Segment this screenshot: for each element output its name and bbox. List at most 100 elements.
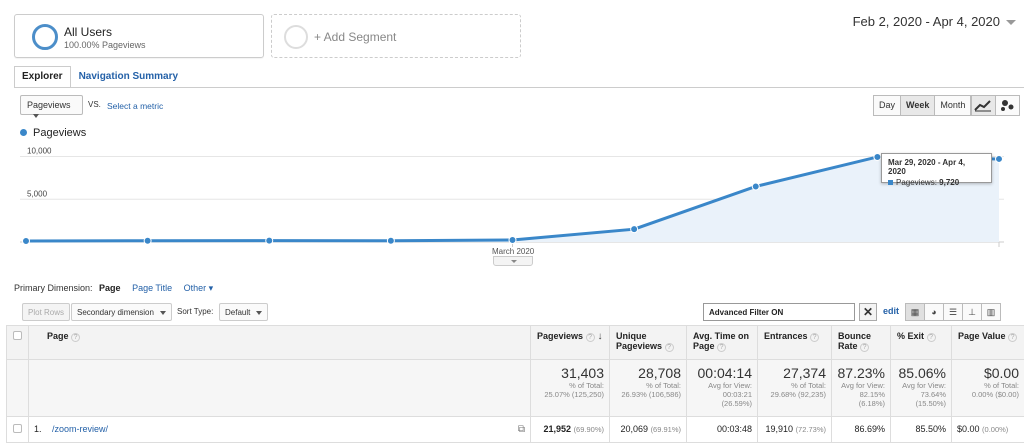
header-bounce-rate[interactable]: Bounce Rate ?	[831, 325, 891, 360]
totals-empty-cell	[6, 359, 29, 417]
week-button[interactable]: Week	[900, 95, 936, 116]
data-point	[143, 236, 152, 245]
row-bounce-rate: 86.69%	[831, 416, 891, 443]
plot-rows-button[interactable]: Plot Rows	[22, 303, 71, 321]
secondary-dimension-select[interactable]: Secondary dimension	[71, 303, 172, 321]
help-icon[interactable]: ?	[585, 333, 595, 342]
segment-all-users[interactable]: All Users 100.00% Pageviews	[14, 14, 264, 58]
clear-filter-button[interactable]: ✕	[859, 303, 877, 321]
data-table-view-button[interactable]: ▦	[905, 303, 925, 321]
motion-chart-button[interactable]	[995, 95, 1020, 116]
total-pageviews: 31,403% of Total: 25.07% (125,250)	[530, 359, 610, 417]
granularity-toggle: Day Week Month	[873, 95, 972, 116]
total-page-value: $0.00% of Total: 0.00% ($0.00)	[951, 359, 1024, 417]
help-icon[interactable]: ?	[1008, 333, 1018, 342]
primary-dimension-label: Primary Dimension:	[14, 283, 93, 293]
header-entrances-label: Entrances	[764, 331, 808, 341]
chevron-down-icon	[33, 113, 39, 118]
dimension-page-title[interactable]: Page Title	[132, 283, 173, 293]
performance-view-button[interactable]: ☰	[943, 303, 963, 321]
row-checkbox[interactable]	[13, 424, 22, 433]
data-point	[22, 236, 30, 245]
help-icon[interactable]: ?	[810, 333, 820, 342]
header-unique-pageviews[interactable]: Unique Pageviews ?	[609, 325, 687, 360]
line-chart-icon	[974, 100, 991, 112]
empty-segment-circle-icon	[284, 25, 308, 49]
total-bounce-rate: 87.23% Avg for View: 82.15% (6.18%)	[831, 359, 891, 417]
y-tick-label: 5,000	[27, 189, 48, 198]
header-pageviews[interactable]: Pageviews ? ↓	[530, 325, 610, 360]
dimension-other[interactable]: Other ▾	[183, 283, 214, 293]
advanced-filter-input[interactable]: Advanced Filter ON	[703, 303, 855, 321]
chevron-down-icon	[159, 310, 166, 315]
tooltip-value: 9,720	[939, 178, 960, 187]
comparison-icon: ⊥	[968, 307, 976, 317]
header-page[interactable]: Page ?	[28, 325, 531, 360]
tab-navigation-summary[interactable]: Navigation Summary	[78, 71, 179, 82]
data-point	[630, 225, 639, 234]
select-all-checkbox[interactable]	[13, 331, 22, 340]
table-view-toggle: ▦ ◕ ☰ ⊥ ▥	[905, 303, 1001, 321]
help-icon[interactable]: ?	[664, 343, 674, 352]
totals-empty-cell	[28, 359, 531, 417]
sort-type-value: Default	[225, 308, 251, 317]
header-unique-pageviews-label: Unique Pageviews	[616, 331, 663, 351]
table-header-row: Page ? Pageviews ? ↓ Unique Pageviews ? A…	[6, 325, 1024, 360]
line-chart-button[interactable]	[971, 95, 996, 116]
pivot-table-icon: ▥	[986, 307, 996, 317]
header-entrances[interactable]: Entrances ?	[757, 325, 832, 360]
chart-type-toggle	[971, 95, 1020, 116]
table-row: 1. /zoom-review/ ⧉ 21,952 (69.90%) 20,06…	[6, 416, 1024, 443]
pages-table: Page ? Pageviews ? ↓ Unique Pageviews ? A…	[6, 325, 1024, 443]
add-segment-button[interactable]: + Add Segment	[271, 14, 521, 58]
total-avg-time: 00:04:14 Avg for View: 00:03:21 (26.59%)	[686, 359, 758, 417]
help-icon[interactable]: ?	[717, 343, 727, 352]
legend-label: Pageviews	[33, 127, 87, 139]
metric-select[interactable]: Pageviews	[20, 95, 83, 118]
header-exit[interactable]: % Exit ?	[890, 325, 952, 360]
data-point	[265, 236, 274, 245]
day-button[interactable]: Day	[873, 95, 902, 116]
legend-dot	[20, 129, 27, 136]
date-range-label: Feb 2, 2020 - Apr 4, 2020	[852, 14, 1000, 29]
data-point	[508, 235, 517, 244]
header-exit-label: % Exit	[897, 331, 925, 341]
pivot-view-button[interactable]: ▥	[981, 303, 1001, 321]
page-link[interactable]: /zoom-review/	[52, 424, 109, 434]
dimension-other-label: Other	[183, 283, 207, 293]
chevron-down-icon	[1006, 20, 1016, 26]
tooltip-title: Mar 29, 2020 - Apr 4, 2020	[888, 158, 966, 176]
date-range-picker[interactable]: Feb 2, 2020 - Apr 4, 2020	[853, 14, 1016, 29]
sort-descending-icon: ↓	[597, 331, 603, 342]
pie-view-button[interactable]: ◕	[924, 303, 944, 321]
edit-filter-link[interactable]: edit	[883, 306, 900, 316]
bar-list-icon: ☰	[948, 307, 958, 317]
row-index: 1.	[34, 424, 42, 434]
chevron-down-icon	[256, 310, 263, 315]
row-entrances: 19,910 (72.73%)	[757, 416, 832, 443]
sort-type-select[interactable]: Default	[219, 303, 269, 321]
x-axis-label: March 2020	[492, 247, 535, 256]
header-page-value[interactable]: Page Value ?	[951, 325, 1024, 360]
header-avg-time-label: Avg. Time on Page	[693, 331, 750, 351]
open-page-icon[interactable]: ⧉	[517, 424, 525, 435]
help-icon[interactable]: ?	[926, 333, 936, 342]
vs-label: VS.	[88, 100, 101, 109]
primary-dimension-bar: Primary Dimension: Page Page Title Other…	[14, 283, 213, 294]
tab-explorer[interactable]: Explorer	[14, 66, 71, 88]
row-checkbox-cell	[6, 416, 29, 443]
help-icon[interactable]: ?	[860, 343, 870, 352]
select-metric-link[interactable]: Select a metric	[107, 101, 164, 111]
row-page-cell: 1. /zoom-review/ ⧉	[28, 416, 531, 443]
dimension-page[interactable]: Page	[99, 283, 121, 293]
sort-type-label: Sort Type:	[177, 307, 214, 316]
help-icon[interactable]: ?	[71, 333, 81, 342]
comparison-view-button[interactable]: ⊥	[962, 303, 982, 321]
header-avg-time[interactable]: Avg. Time on Page ?	[686, 325, 758, 360]
grid-icon: ▦	[910, 307, 920, 317]
data-point	[751, 182, 760, 191]
month-button[interactable]: Month	[934, 95, 972, 116]
pageviews-line-chart: 10,000 5,000	[20, 147, 1004, 247]
data-point	[995, 154, 1003, 163]
chart-resize-handle[interactable]	[493, 256, 533, 266]
